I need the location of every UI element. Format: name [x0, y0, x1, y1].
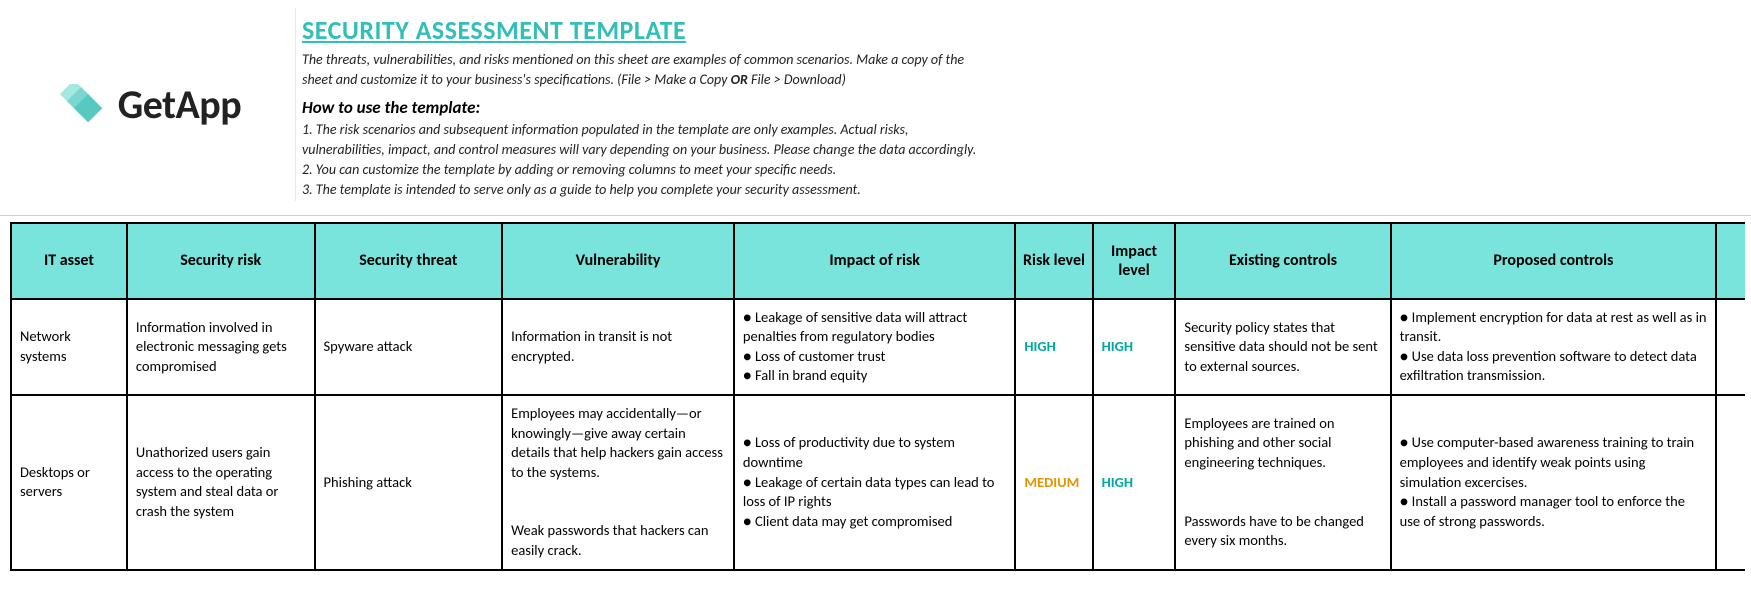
logo-pane: GetApp [0, 8, 296, 201]
cell-impact-level[interactable]: HIGH [1093, 299, 1176, 395]
howto-3: 3. The template is intended to serve onl… [302, 180, 1042, 200]
subtitle-line2-bold: OR [731, 71, 748, 88]
brand-name: GetApp [118, 80, 241, 129]
cell-proposed-controls[interactable]: ● Implement encryption for data at rest … [1391, 299, 1717, 395]
table-row: Desktops or servers Unathorized users ga… [11, 395, 1745, 570]
cell-security-risk[interactable]: Information involved in electronic messa… [127, 299, 315, 395]
subtitle: The threats, vulnerabilities, and risks … [302, 50, 1022, 91]
howto-2: 2. You can customize the template by add… [302, 160, 1042, 180]
table-body: Network systems Information involved in … [11, 299, 1745, 570]
cell-impact-level[interactable]: HIGH [1093, 395, 1176, 570]
col-impact-level: Impact level [1093, 223, 1176, 299]
intro-pane: SECURITY ASSESSMENT TEMPLATE The threats… [296, 8, 1751, 201]
cell-impact-of-risk[interactable]: ● Leakage of sensitive data will attract… [734, 299, 1015, 395]
chevrons-icon [54, 84, 110, 124]
cell-vulnerability[interactable]: Information in transit is not encrypted. [502, 299, 734, 395]
cell-existing-controls[interactable]: Employees are trained on phishing and ot… [1175, 395, 1390, 570]
header-region: GetApp SECURITY ASSESSMENT TEMPLATE The … [0, 0, 1751, 216]
col-security-risk: Security risk [127, 223, 315, 299]
subtitle-line1: The threats, vulnerabilities, and risks … [302, 51, 964, 68]
howto-1b: vulnerabilities, impact, and control mea… [302, 140, 1042, 160]
col-tail [1716, 223, 1745, 299]
assessment-table: IT asset Security risk Security threat V… [10, 222, 1745, 571]
col-existing-controls: Existing controls [1175, 223, 1390, 299]
cell-risk-level[interactable]: MEDIUM [1015, 395, 1092, 570]
brand-logo: GetApp [54, 80, 241, 129]
howto-heading: How to use the template: [302, 97, 1751, 118]
page-title: SECURITY ASSESSMENT TEMPLATE [302, 14, 1751, 46]
col-proposed-controls: Proposed controls [1391, 223, 1717, 299]
subtitle-line2-pre: sheet and customize it to your business'… [302, 71, 731, 88]
cell-vulnerability[interactable]: Employees may accidentally—or knowingly—… [502, 395, 734, 570]
cell-security-threat[interactable]: Spyware attack [315, 299, 503, 395]
col-vulnerability: Vulnerability [502, 223, 734, 299]
col-security-threat: Security threat [315, 223, 503, 299]
subtitle-line2-post: File > Download) [748, 71, 846, 88]
cell-proposed-controls[interactable]: ● Use computer-based awareness training … [1391, 395, 1717, 570]
col-it-asset: IT asset [11, 223, 127, 299]
cell-existing-controls[interactable]: Security policy states that sensitive da… [1175, 299, 1390, 395]
cell-security-risk[interactable]: Unathorized users gain access to the ope… [127, 395, 315, 570]
cell-tail[interactable] [1716, 395, 1745, 570]
cell-it-asset[interactable]: Network systems [11, 299, 127, 395]
table-region: IT asset Security risk Security threat V… [0, 216, 1751, 571]
howto-1: 1. The risk scenarios and subsequent inf… [302, 120, 1042, 140]
cell-security-threat[interactable]: Phishing attack [315, 395, 503, 570]
col-impact-of-risk: Impact of risk [734, 223, 1015, 299]
cell-risk-level[interactable]: HIGH [1015, 299, 1092, 395]
cell-impact-of-risk[interactable]: ● Loss of productivity due to system dow… [734, 395, 1015, 570]
cell-tail[interactable] [1716, 299, 1745, 395]
col-risk-level: Risk level [1015, 223, 1092, 299]
table-header-row: IT asset Security risk Security threat V… [11, 223, 1745, 299]
cell-it-asset[interactable]: Desktops or servers [11, 395, 127, 570]
table-row: Network systems Information involved in … [11, 299, 1745, 395]
